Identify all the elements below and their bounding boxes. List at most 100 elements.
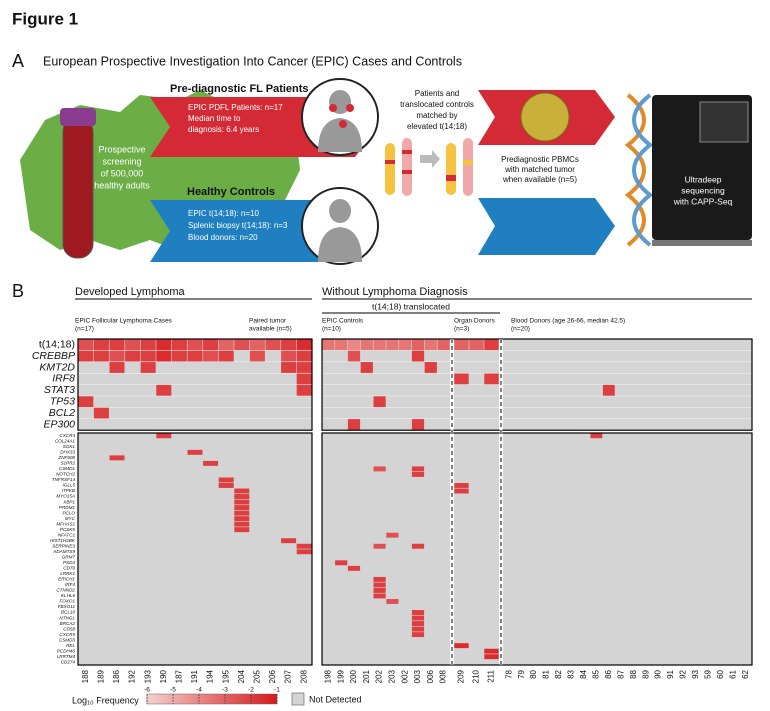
mutation-cell (234, 499, 250, 505)
paired-label: Paired tumor (249, 318, 287, 325)
mutation-cell (296, 339, 312, 351)
blood-tube (62, 117, 94, 259)
controls-text: Blood donors: n=20 (188, 233, 258, 242)
sample-label: 195 (221, 669, 230, 683)
sample-label: 002 (400, 669, 409, 683)
gene-label: STAT3 (44, 384, 75, 396)
gene-label: XBP1 (62, 499, 75, 504)
group-title: Blood Donors (age 26-66, median 42.5) (511, 318, 625, 325)
mutation-cell (411, 419, 425, 430)
matching-text: elevated t(14;18) (407, 122, 467, 131)
sample-label: 82 (554, 669, 563, 678)
mutation-cell (109, 455, 125, 461)
mutation-cell (454, 373, 469, 385)
screening-text: of 500,000 (101, 168, 144, 178)
screening-text: healthy adults (94, 180, 150, 190)
panel-a-art (20, 78, 752, 265)
gene-label: MYO15A (56, 494, 75, 499)
mutation-cell (373, 396, 386, 408)
gene-label: S1PR2 (60, 461, 75, 466)
mutation-cell (347, 350, 361, 362)
frame (321, 432, 753, 666)
mutation-cell (296, 549, 312, 555)
legend-tick-label: -5 (170, 687, 176, 694)
mutation-cell (296, 362, 312, 373)
not-detected-bg (454, 433, 499, 665)
mutation-cell (322, 339, 335, 351)
mutation-cell (484, 339, 499, 351)
gene-label: TNFRSF14 (52, 477, 76, 482)
mutation-cell (281, 350, 297, 362)
frame (321, 338, 753, 431)
mutation-cell (249, 339, 265, 351)
sample-label: 202 (375, 669, 384, 683)
gene-label: CD70 (63, 566, 75, 571)
mutation-cell (373, 339, 386, 351)
sample-label: 86 (604, 669, 613, 678)
gene-label: PCSK5 (60, 527, 76, 532)
mutation-cell (296, 384, 312, 396)
mutation-cell (347, 339, 361, 351)
dna-helix (624, 93, 646, 247)
sample-label: 91 (666, 669, 675, 678)
mutation-cell (469, 339, 484, 351)
pbmc-text: with matched tumor (504, 165, 575, 174)
gene-label: GRM7 (62, 555, 76, 560)
gene-label: DHX33 (60, 450, 75, 455)
frame (77, 432, 313, 666)
group-title: EPIC Follicular Lymphoma Cases (75, 318, 173, 325)
mutation-cell (125, 350, 141, 362)
sequencing-text: sequencing (681, 185, 725, 195)
sample-label: 193 (143, 669, 152, 683)
sample-label: 93 (691, 669, 700, 678)
mutation-cell (203, 339, 219, 351)
mutation-cell (109, 362, 125, 373)
gene-label: ITPKB (62, 488, 75, 493)
mutation-cell (156, 433, 172, 439)
mutation-cell (373, 582, 386, 588)
mutation-cell (411, 350, 425, 362)
sample-label: 80 (529, 669, 538, 678)
gene-label: COL24A1 (55, 439, 76, 444)
sample-label: 006 (426, 669, 435, 683)
sample-label: 205 (253, 669, 262, 683)
mutation-cell (187, 339, 203, 351)
pbmc-text: when available (n=5) (502, 175, 577, 184)
sample-label: 186 (112, 669, 121, 683)
frame (77, 338, 313, 431)
mutation-cell (234, 510, 250, 516)
sample-label: 192 (128, 669, 137, 683)
sample-label: 60 (716, 669, 725, 678)
legend-tick-label: -6 (144, 687, 150, 694)
mutation-cell (140, 362, 156, 373)
mutation-cell (335, 339, 348, 351)
mutation-cell (187, 350, 203, 362)
gene-label: CTNND2 (56, 588, 75, 593)
gene-label: t(14;18) (39, 338, 75, 350)
mutation-cell (424, 339, 437, 351)
gene-label: KMT2D (39, 361, 75, 373)
screening-text: Prospective (98, 144, 145, 154)
mutation-cell (454, 339, 469, 351)
gene-label: BRCA2 (60, 621, 76, 626)
sample-label: 87 (616, 669, 625, 678)
gene-label: LRRTM4 (57, 654, 76, 659)
controls-text: EPIC t(14;18): n=10 (188, 209, 259, 218)
sample-label: 79 (517, 669, 526, 678)
mutation-cell (156, 384, 172, 396)
sample-label: 191 (190, 669, 199, 683)
sample-label: 200 (349, 669, 358, 683)
legend-tick-label: -4 (196, 687, 202, 694)
gene-label: CSMD1 (59, 466, 76, 471)
mutation-cell (411, 339, 425, 351)
sample-label: 207 (284, 669, 293, 683)
mutation-cell (454, 643, 469, 649)
mutation-cell (234, 488, 250, 494)
mutation-cell (234, 527, 250, 533)
legend-tick-label: -1 (274, 687, 280, 694)
mutation-cell (437, 339, 450, 351)
mutation-cell (218, 483, 234, 488)
mutation-cell (373, 593, 386, 599)
cases-text: EPIC PDFL Patients: n=17 (188, 103, 283, 112)
